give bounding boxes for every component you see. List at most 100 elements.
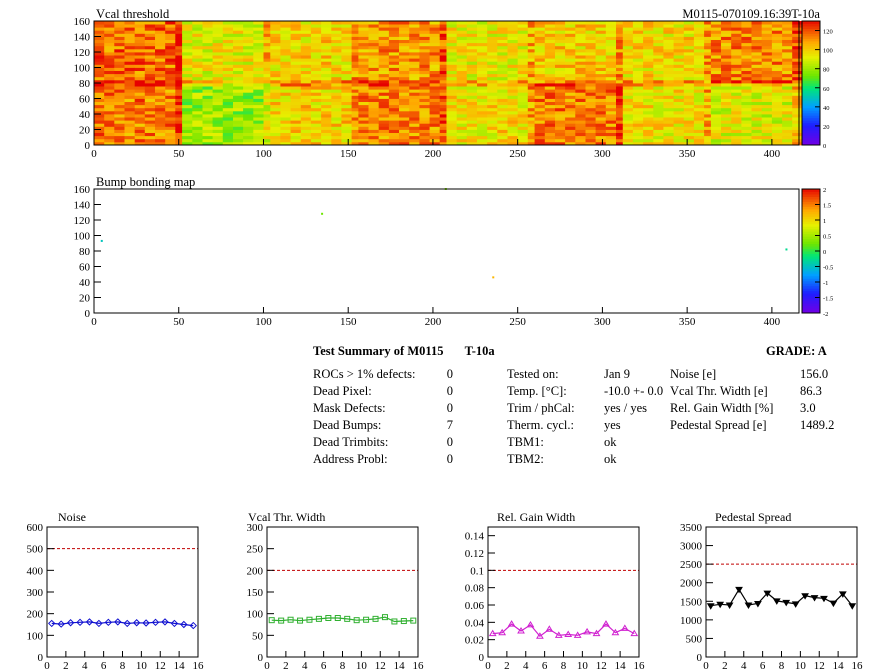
heatmap-cell	[456, 39, 468, 44]
heatmap-cell	[331, 36, 342, 40]
heatmap-cell	[409, 104, 420, 109]
heatmap-cell	[233, 120, 244, 124]
heatmap-cell	[595, 24, 607, 28]
heatmap-cell	[466, 126, 478, 130]
heatmap-cell	[731, 117, 742, 121]
heatmap-cell	[263, 135, 275, 140]
data-point	[151, 618, 160, 627]
heatmap-cell	[202, 21, 214, 25]
heatmap-cell	[310, 107, 322, 112]
heatmap-cell	[243, 79, 254, 84]
heatmap-cell	[544, 58, 556, 62]
heatmap-cell	[233, 67, 244, 71]
heatmap-cell	[182, 36, 193, 40]
heatmap-cell	[175, 24, 186, 28]
heatmap-cell	[165, 129, 176, 133]
heatmap-cell	[683, 73, 695, 78]
heatmap-cell	[751, 83, 763, 87]
heatmap-cell	[616, 70, 627, 75]
heatmap-cell	[704, 48, 715, 53]
heatmap-cell	[446, 132, 458, 137]
heatmap-cell	[290, 27, 302, 31]
data-point	[268, 617, 275, 624]
heatmap-cell	[643, 64, 654, 68]
heatmap-cell	[331, 123, 342, 127]
heatmap-cell	[622, 39, 634, 44]
heatmap-cell	[270, 135, 281, 140]
heatmap-cell	[710, 104, 722, 109]
heatmap-cell	[731, 79, 742, 84]
heatmap-cell	[704, 95, 715, 99]
heatmap-cell	[605, 33, 617, 37]
heatmap-cell	[585, 42, 597, 47]
heatmap-cell	[358, 107, 369, 112]
heatmap-cell	[165, 36, 176, 40]
heatmap-cell	[439, 36, 451, 40]
heatmap-cell	[575, 24, 586, 28]
heatmap-cell	[280, 86, 291, 90]
heatmap-cell	[653, 70, 664, 75]
heatmap-cell	[243, 52, 254, 56]
heatmap-cell	[222, 21, 234, 25]
heatmap-cell	[595, 83, 607, 87]
heatmap-cell	[300, 73, 312, 78]
data-point	[706, 603, 715, 610]
colorbar-step	[802, 298, 820, 302]
heatmap-cell	[388, 76, 400, 81]
heatmap-cell	[280, 141, 291, 146]
heatmap-cell	[517, 33, 529, 37]
heatmap-cell	[721, 89, 732, 93]
heatmap-cell	[114, 73, 125, 78]
heatmap-cell	[585, 76, 597, 81]
heatmap-cell	[721, 138, 732, 143]
heatmap-cell	[477, 95, 488, 99]
data-point	[545, 625, 554, 632]
heatmap-cell	[741, 64, 752, 68]
colorbar-step	[802, 238, 820, 242]
heatmap-cell	[466, 101, 478, 106]
heatmap-cell	[192, 33, 203, 37]
heatmap-cell	[653, 86, 664, 90]
heatmap-cell	[497, 107, 508, 112]
heatmap-cell	[233, 126, 244, 130]
heatmap-cell	[439, 39, 451, 44]
heatmap-cell	[771, 48, 783, 53]
heatmap-cell	[182, 101, 193, 106]
heatmap-cell	[643, 98, 654, 102]
heatmap-cell	[175, 21, 186, 25]
heatmap-cell	[487, 141, 498, 146]
heatmap-cell	[605, 89, 617, 93]
heatmap-cell	[144, 86, 156, 90]
data-point	[48, 619, 56, 628]
heatmap-cell	[555, 70, 566, 75]
heatmap-cell	[124, 92, 136, 96]
heatmap-cell	[341, 30, 352, 34]
heatmap-cell	[409, 117, 420, 121]
heatmap-cell	[290, 138, 302, 143]
heatmap-cell	[555, 129, 566, 133]
heatmap-cell	[527, 114, 539, 118]
heatmap-cell	[300, 67, 312, 71]
heatmap-cell	[605, 27, 617, 31]
heatmap-cell	[368, 45, 380, 50]
heatmap-cell	[632, 89, 644, 93]
heatmap-cell	[409, 110, 420, 115]
heatmap-cell	[477, 36, 488, 40]
heatmap-cell	[290, 120, 302, 124]
heatmap-cell	[693, 24, 705, 28]
heatmap-cell	[595, 104, 607, 109]
heatmap-cell	[663, 89, 674, 93]
heatmap-cell	[704, 70, 715, 75]
heatmap-cell	[243, 126, 254, 130]
heatmap-cell	[466, 135, 478, 140]
heatmap-cell	[575, 67, 586, 71]
heatmap-cell	[741, 48, 752, 53]
heatmap-cell	[792, 42, 803, 47]
heatmap-cell	[663, 120, 674, 124]
heatmap-cell	[673, 58, 685, 62]
heatmap-cell	[497, 48, 508, 53]
heatmap-cell	[555, 141, 566, 146]
heatmap-cell	[704, 76, 715, 81]
heatmap-cell	[477, 33, 488, 37]
heatmap-cell	[341, 141, 352, 146]
